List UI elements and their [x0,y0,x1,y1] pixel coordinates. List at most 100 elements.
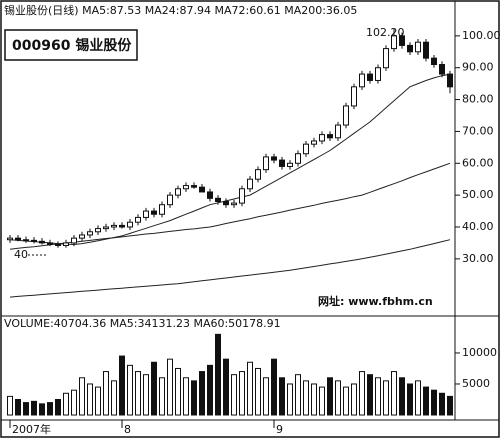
candle-body [111,224,117,228]
candle-body [407,44,413,53]
candle-body [263,156,269,171]
candle-body [423,41,429,59]
x-tick-label: 8 [124,423,131,436]
y-tick-label: 100.00 [462,29,500,42]
candle-body [239,188,245,204]
candle-body [391,35,397,50]
volume-bar [327,377,333,416]
y-tick-label: 50.00 [462,188,494,201]
candle-body [175,188,181,196]
volume-bar [247,361,253,416]
y-tick-label: 60.00 [462,156,494,169]
candle-body [151,210,157,215]
x-tick-label: 9 [276,423,283,436]
ma-line [9,239,451,298]
candle-body [63,242,69,246]
volume-bar [311,383,317,416]
candle-body [31,239,37,242]
volume-bar [15,398,21,416]
ma-line [9,73,451,246]
volume-bar [399,377,405,416]
volume-bar [263,377,269,416]
candle-body [311,140,317,145]
volume-title: VOLUME:40704.36 MA5:34131.23 MA60:50178.… [4,317,281,330]
volume-bar [367,374,373,416]
volume-bar [351,383,357,416]
candle-body [359,73,365,88]
volume-bar [135,371,141,416]
candle-body [47,242,53,246]
volume-bar [39,403,45,416]
volume-bar [415,380,421,416]
volume-bar [119,355,125,416]
volume-bar [239,371,245,416]
candle-body [71,237,77,244]
candle-body [319,134,325,142]
volume-bar [319,386,325,416]
candle-body [335,124,341,139]
candle-body [383,48,389,69]
candle-body [439,64,445,75]
volume-bar [255,367,261,416]
volume-bar [335,380,341,416]
candle-body [207,191,213,199]
volume-bar [383,380,389,416]
candle-body [255,169,261,180]
volume-bar [167,358,173,416]
y-tick-label: 5000 [462,377,490,390]
candle-body [303,143,309,155]
candle-body [223,201,229,206]
candle-body [351,86,357,107]
candle-body [55,244,61,247]
volume-bar [143,374,149,416]
volume-bar [207,364,213,416]
volume-bar [447,395,453,416]
candle-body [119,224,125,228]
volume-bar [295,374,301,416]
volume-bar [151,361,157,416]
volume-bar [343,386,349,416]
volume-bar [271,358,277,416]
candle-body [327,134,333,139]
volume-bar [63,392,69,416]
volume-bar [55,398,61,416]
volume-bar [215,333,221,416]
volume-bar [159,377,165,416]
candle-body [399,35,405,46]
volume-bar [127,364,133,416]
volume-bar [231,374,237,416]
volume-bar [23,402,29,416]
candle-body [127,221,133,228]
y-tick-label: 10000 [462,346,497,359]
stock-label: 000960 锡业股份 [12,37,132,54]
candle-body [135,216,141,223]
low-annotation: 40 [14,248,28,261]
y-tick-label: 90.00 [462,61,494,74]
volume-bar [279,377,285,416]
candle-body [415,41,421,53]
volume-bar [47,402,53,416]
y-tick-label: 30.00 [462,252,494,265]
volume-bar [287,383,293,416]
candle-body [215,197,221,203]
candle-body [367,73,373,81]
volume-bar [7,395,13,416]
candle-body [159,204,165,215]
candle-body [375,67,381,81]
candle-body [431,57,437,66]
volume-bar [391,371,397,416]
candle-body [23,239,29,242]
volume-bar [111,380,117,416]
volume-bar [199,371,205,416]
candle-body [247,178,253,190]
candle-body [191,185,197,188]
volume-bar [95,386,101,416]
volume-bar [359,371,365,416]
volume-bar [71,389,77,416]
chart-title: 锡业股份(日线) MA5:87.53 MA24:87.94 MA72:60.61… [4,3,357,17]
candle-body [183,185,189,190]
candle-body [143,210,149,218]
peak-annotation: 102.20 [366,26,405,39]
candle-body [287,162,293,167]
y-tick-label: 40.00 [462,220,494,233]
